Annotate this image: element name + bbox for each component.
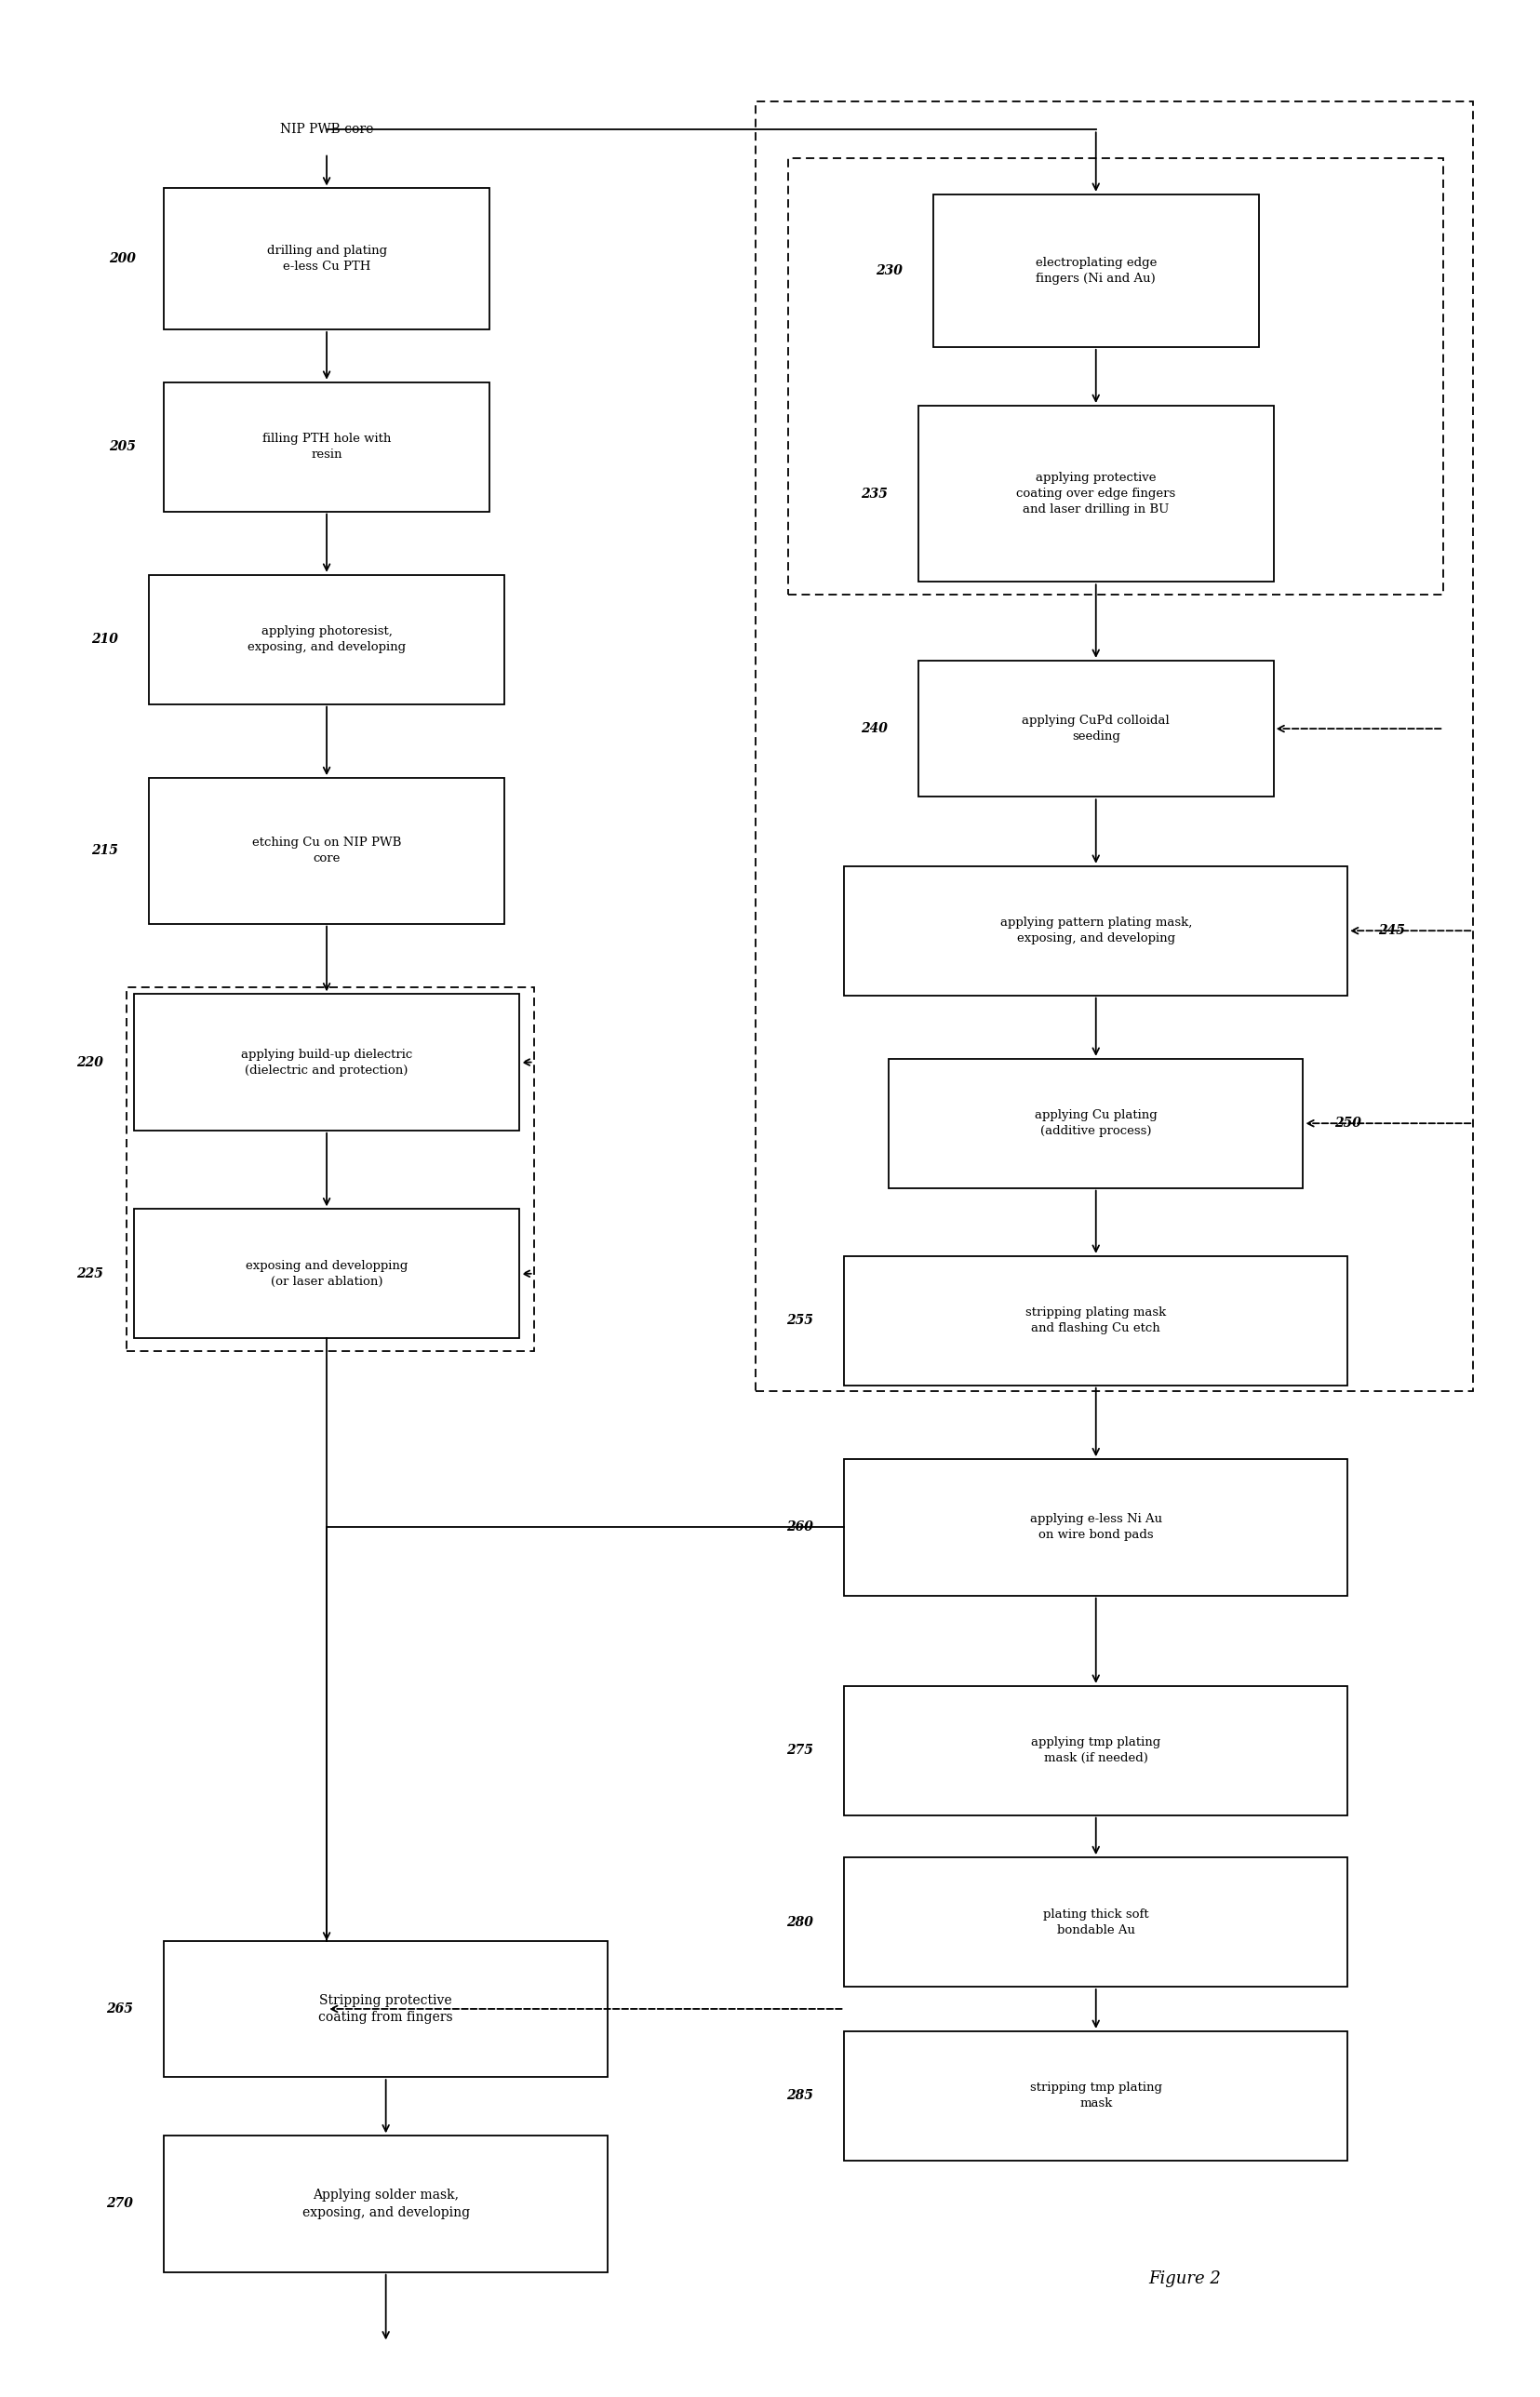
Text: applying tmp plating
mask (if needed): applying tmp plating mask (if needed) [1030,1735,1160,1764]
Text: etching Cu on NIP PWB
core: etching Cu on NIP PWB core [253,837,400,865]
Text: filling PTH hole with
resin: filling PTH hole with resin [262,434,391,460]
Bar [163,189,490,328]
Bar [134,995,519,1131]
Bar [163,2136,607,2272]
Bar [844,1460,1346,1596]
Text: 205: 205 [109,441,136,453]
Text: 275: 275 [785,1745,813,1757]
Text: exposing and developping
(or laser ablation): exposing and developping (or laser ablat… [245,1261,408,1287]
Text: 235: 235 [859,487,887,501]
Text: 265: 265 [106,2001,132,2016]
Text: 250: 250 [1334,1117,1360,1129]
Bar [134,1208,519,1338]
Bar [163,381,490,511]
Text: stripping tmp plating
mask: stripping tmp plating mask [1029,2083,1161,2109]
Bar [844,1858,1346,1987]
Bar [933,194,1258,348]
Text: 225: 225 [77,1268,103,1280]
Text: 255: 255 [785,1314,813,1328]
Text: applying Cu plating
(additive process): applying Cu plating (additive process) [1033,1110,1157,1136]
Bar [844,1256,1346,1385]
Bar [918,405,1272,582]
Text: 285: 285 [785,2090,813,2102]
Text: Figure 2: Figure 2 [1147,2270,1220,2287]
Text: 240: 240 [859,721,887,736]
Text: applying pattern plating mask,
exposing, and developing: applying pattern plating mask, exposing,… [999,916,1192,944]
Bar [149,779,504,923]
Text: Applying solder mask,
exposing, and developing: Applying solder mask, exposing, and deve… [302,2188,470,2220]
Text: 270: 270 [106,2198,132,2210]
Bar [788,158,1443,594]
Text: 215: 215 [91,844,119,858]
Text: 230: 230 [875,264,902,278]
Text: 200: 200 [109,252,136,266]
Text: stripping plating mask
and flashing Cu etch: stripping plating mask and flashing Cu e… [1026,1306,1166,1335]
Text: 210: 210 [91,633,119,645]
Bar [163,1942,607,2078]
Text: applying protective
coating over edge fingers
and laser drilling in BU: applying protective coating over edge fi… [1015,472,1175,515]
Text: 280: 280 [785,1915,813,1930]
Text: 260: 260 [785,1520,813,1534]
Text: applying CuPd colloidal
seeding: applying CuPd colloidal seeding [1021,714,1169,743]
Bar [844,1685,1346,1815]
Text: applying e-less Ni Au
on wire bond pads: applying e-less Ni Au on wire bond pads [1029,1513,1161,1541]
Bar [844,2030,1346,2160]
Bar [149,575,504,705]
Text: applying build-up dielectric
(dielectric and protection): applying build-up dielectric (dielectric… [240,1047,413,1076]
Bar [126,988,533,1352]
Text: drilling and plating
e-less Cu PTH: drilling and plating e-less Cu PTH [266,244,387,273]
Text: plating thick soft
bondable Au: plating thick soft bondable Au [1043,1908,1149,1937]
Bar [889,1059,1303,1189]
Text: Stripping protective
coating from fingers: Stripping protective coating from finger… [319,1994,453,2023]
Text: applying photoresist,
exposing, and developing: applying photoresist, exposing, and deve… [248,626,405,654]
Text: electroplating edge
fingers (Ni and Au): electroplating edge fingers (Ni and Au) [1035,256,1157,285]
Text: 245: 245 [1377,925,1404,937]
Text: NIP PWB core: NIP PWB core [280,122,373,137]
Text: 220: 220 [77,1055,103,1069]
Bar [844,865,1346,995]
Bar [755,101,1472,1390]
Bar [918,662,1272,796]
